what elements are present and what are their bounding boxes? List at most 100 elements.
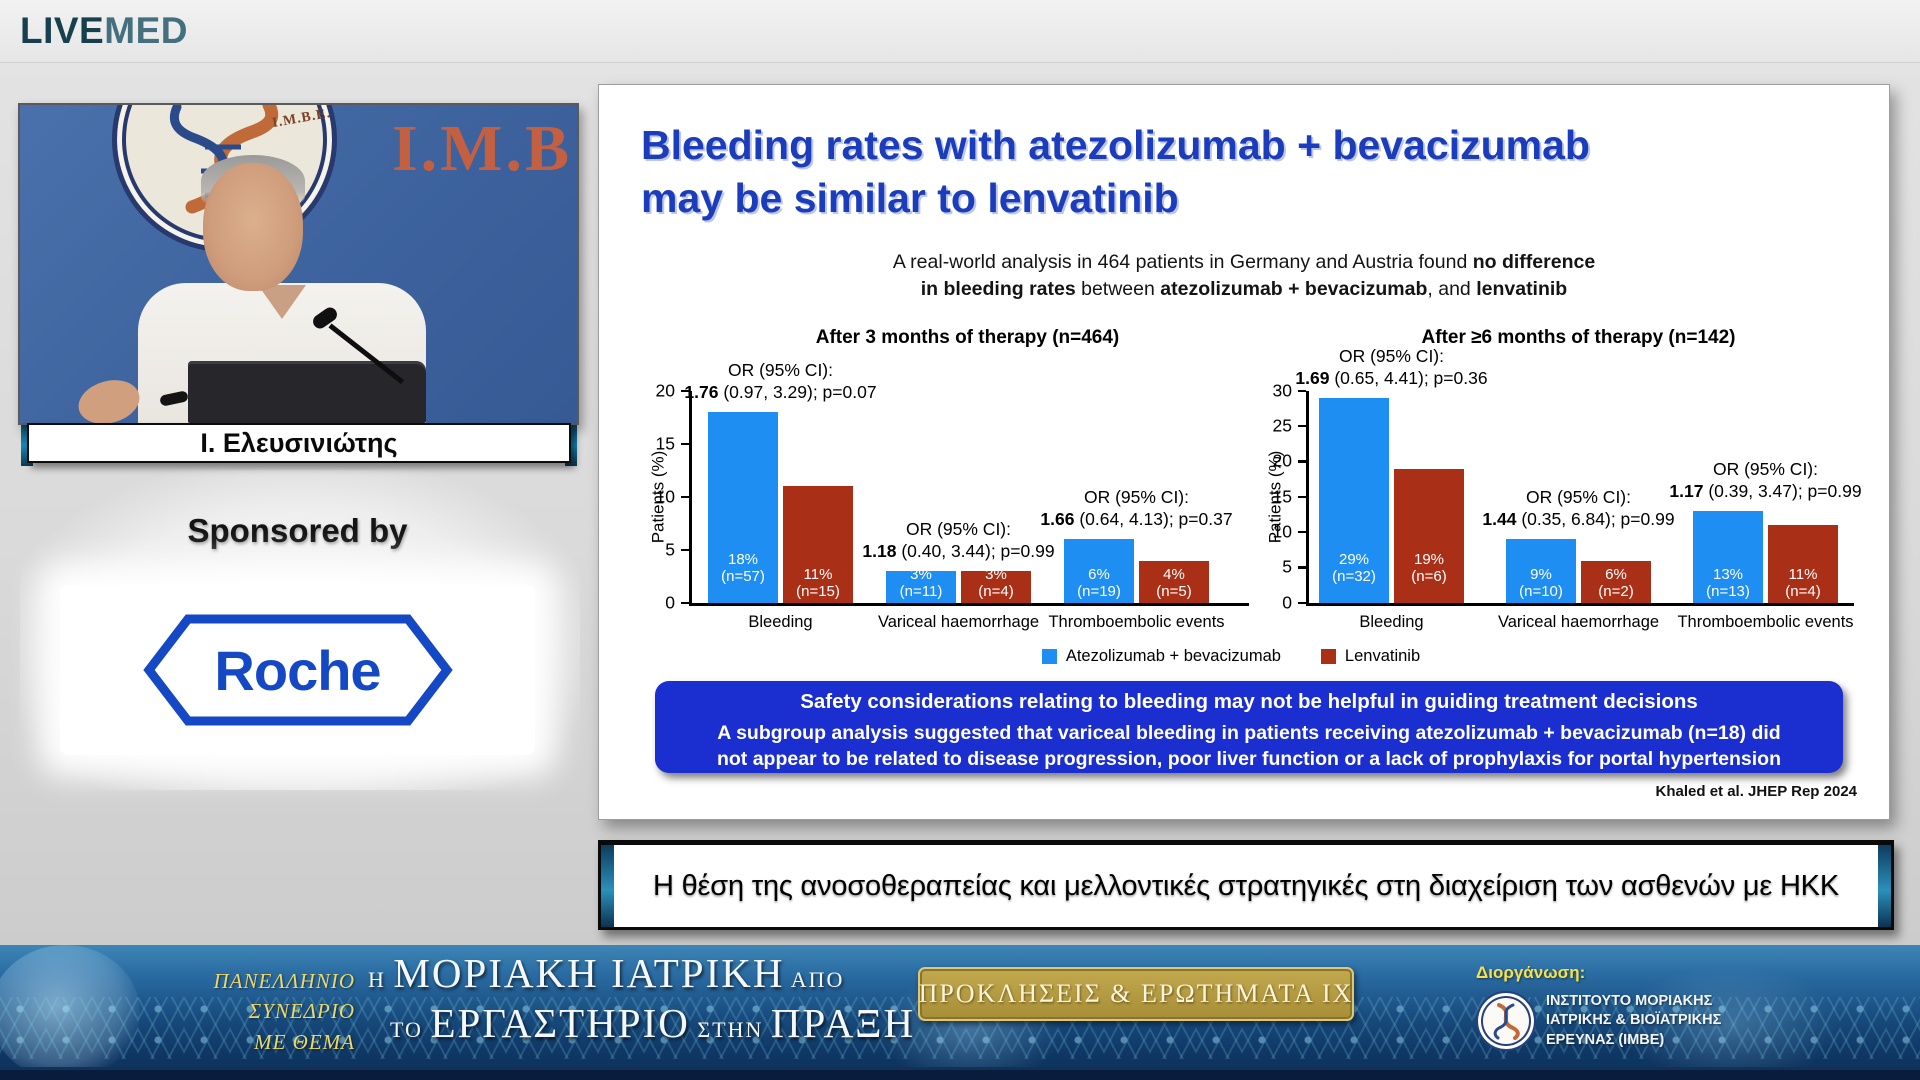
congress-title-segment: ΠΡΑΞΗ <box>770 1000 916 1046</box>
imbe-wall-text: I.M.B <box>392 112 572 185</box>
subtitle-segment-bold: no difference <box>1472 251 1596 273</box>
y-tick-label: 0 <box>1282 592 1292 613</box>
legend-swatch <box>1041 649 1057 664</box>
y-tick: 20 <box>656 380 689 400</box>
statue-decoration <box>1620 965 1840 1080</box>
y-tick: 0 <box>665 592 689 612</box>
bar-group: 6% (n=19) 4% (n=5) OR (95% CI): 1.66 (0.64, 4… <box>1040 487 1232 632</box>
bar-value-label: 3% (n=11) <box>899 565 943 600</box>
chart-legend: Atezolizumab + bevacizumab Lenvatinib <box>599 647 1889 666</box>
y-tick-label: 5 <box>1282 556 1292 577</box>
speaker-hand <box>73 373 145 423</box>
banner-line3-text: not appear to be related to disease prog… <box>716 747 1782 770</box>
speaker-head <box>203 163 303 291</box>
banner-line2-text: A subgroup analysis suggested that varic… <box>717 722 1781 744</box>
congress-title-segment: ΕΡΓΑΣΤΗΡΙΟ <box>430 1000 690 1046</box>
livemed-logo: LIVEMED <box>20 10 188 52</box>
session-title-bar: Η θέση της ανοσοθεραπείας και μελλοντικέ… <box>598 840 1894 930</box>
bar-value-label: 29% (n=32) <box>1332 550 1376 585</box>
bar-value-label: 11% (n=15) <box>796 565 840 600</box>
bar-atezolizumab-bevacizumab: 6% (n=19) <box>1064 539 1134 603</box>
imbe-footer-logo <box>1476 991 1536 1051</box>
y-tick: 15 <box>1273 486 1306 506</box>
bar-value-label: 6% (n=2) <box>1598 565 1634 600</box>
y-tick-label: 0 <box>665 592 675 613</box>
bar-atezolizumab-bevacizumab: 3% (n=11) <box>886 566 956 603</box>
organizer-block: Διοργάνωση: ΙΝΣΤΙΤΟΥΤΟ ΜΟΡΙΑΚΗΣ ΙΑΤΡΙΚΗΣ… <box>1476 963 1721 1051</box>
organizer-line: ΕΡΕΥΝΑΣ (ΙΜΒΕ) <box>1546 1031 1665 1048</box>
roche-wordmark: Roche <box>214 638 381 702</box>
congress-title: Η ΜΟΡΙΑΚΗ ΙΑΤΡΙΚΗ ΑΠΟ ΤΟ ΕΡΓΑΣΤΗΡΙΟ ΣΤΗΝ… <box>368 953 915 1044</box>
chart-plot-area: Patients (%) 0 5 10 15 20 18% (n=57) 11% (n=15) O… <box>648 360 1249 632</box>
congress-line: ΜΕ ΘΕΜΑ <box>254 1029 355 1054</box>
bar-lenvatinib: 11% (n=15) <box>783 486 853 603</box>
chart-6-months: After ≥6 months of therapy (n=142) Patie… <box>1251 327 1871 637</box>
bar-value-label: 4% (n=5) <box>1156 565 1192 600</box>
y-tick: 0 <box>1282 592 1306 612</box>
roche-logo: Roche <box>142 611 453 729</box>
subtitle-segment-bold: atezolizumab + bevacizumab <box>1160 278 1428 301</box>
slide-title-line2: may be similar to lenvatinib <box>641 175 1179 222</box>
category-label: Variceal haemorrhage <box>877 613 1040 631</box>
session-title: Η θέση της ανοσοθεραπείας και μελλοντικέ… <box>653 869 1839 902</box>
bar-atezolizumab-bevacizumab: 13% (n=13) <box>1693 511 1763 603</box>
y-tick-label: 5 <box>665 539 675 560</box>
bar-value-label: 11% (n=4) <box>1785 565 1821 600</box>
y-tick-label: 25 <box>1272 415 1292 436</box>
bar-atezolizumab-bevacizumab: 18% (n=57) <box>708 412 778 603</box>
y-tick-label: 10 <box>1272 521 1292 542</box>
or-annotation: OR (95% CI): 1.69 (0.65, 4.41); p=0.36 <box>1295 345 1488 389</box>
bar-value-label: 19% (n=6) <box>1411 550 1447 585</box>
livemed-logo-med: MED <box>104 10 188 51</box>
legend-label: Lenvatinib <box>1344 647 1421 665</box>
sponsored-by-label: Sponsored by <box>187 512 408 549</box>
y-tick: 30 <box>1273 380 1306 400</box>
bar-lenvatinib: 19% (n=6) <box>1394 469 1464 603</box>
y-tick: 25 <box>1273 416 1306 436</box>
bar-value-label: 6% (n=19) <box>1077 565 1121 600</box>
chart-title: After 3 months of therapy (n=464) <box>815 327 1120 348</box>
legend-label: Atezolizumab + bevacizumab <box>1065 647 1281 665</box>
organizer-line: ΙΝΣΤΙΤΟΥΤΟ ΜΟΡΙΑΚΗΣ <box>1546 992 1713 1009</box>
bar-lenvatinib: 11% (n=4) <box>1768 525 1838 603</box>
bar-lenvatinib: 4% (n=5) <box>1139 561 1209 603</box>
chart-plot-area: Patients (%) 0 5 10 15 20 25 30 29% (n=32) 19% (n=… <box>1265 346 1861 632</box>
category-label: Bleeding <box>748 613 813 631</box>
legend-swatch <box>1320 649 1336 664</box>
y-tick-label: 20 <box>655 380 675 401</box>
top-bar: LIVEMED <box>0 0 1920 63</box>
bar-value-label: 9% (n=10) <box>1519 565 1563 600</box>
or-annotation: OR (95% CI): 1.66 (0.64, 4.13); p=0.37 <box>1040 486 1233 530</box>
congress-theme-badge: ΠΡΟΚΛΗΣΕΙΣ & ΕΡΩΤΗΜΑΤΑ ΙΧ <box>918 967 1354 1021</box>
subtitle-segment: , and <box>1427 278 1477 301</box>
or-annotation: OR (95% CI): 1.17 (0.39, 3.47); p=0.99 <box>1669 458 1862 502</box>
y-tick: 10 <box>656 486 689 506</box>
speaker-video-panel[interactable]: I.M.B.E. I.M.B <box>18 103 579 425</box>
or-annotation: OR (95% CI): 1.44 (0.35, 6.84); p=0.99 <box>1482 486 1675 530</box>
roche-hexagon-icon <box>142 614 453 726</box>
category-label: Thromboembolic events <box>1048 613 1225 631</box>
category-label: Thromboembolic events <box>1677 613 1854 631</box>
y-tick-label: 30 <box>1272 380 1292 401</box>
citation: Khaled et al. JHEP Rep 2024 <box>1655 783 1857 800</box>
congress-title-segment: ΑΠΟ <box>784 967 845 992</box>
congress-title-segment: ΣΤΗΝ <box>689 1017 771 1042</box>
slide-title: Bleeding rates with atezolizumab + bevac… <box>641 119 1590 226</box>
y-tick-label: 15 <box>655 433 675 454</box>
slide-subtitle: A real-world analysis in 464 patients in… <box>599 249 1889 304</box>
or-annotation: OR (95% CI): 1.76 (0.97, 3.29); p=0.07 <box>684 359 877 403</box>
organizer-line: ΙΑΤΡΙΚΗΣ & ΒΙΟΪΑΤΡΙΚΗΣ <box>1546 1012 1722 1029</box>
category-label: Bleeding <box>1359 613 1424 631</box>
statue-decoration <box>0 945 140 1080</box>
subtitle-segment: A real-world analysis in 464 patients in… <box>892 251 1473 273</box>
congress-title-segment: Η <box>368 967 394 992</box>
bar-group: 13% (n=13) 11% (n=4) OR (95% CI): 1.17 (0.39,… <box>1669 459 1861 632</box>
congress-type-label: ΠΑΝΕΛΛΗΝΙΟ ΣΥΝΕΔΡΙΟ ΜΕ ΘΕΜΑ <box>150 966 355 1057</box>
speaker-name: Ι. Ελευσινιώτης <box>200 427 398 458</box>
subtitle-segment: between <box>1075 278 1161 301</box>
organizer-name: ΙΝΣΤΙΤΟΥΤΟ ΜΟΡΙΑΚΗΣ ΙΑΤΡΙΚΗΣ & ΒΙΟΪΑΤΡΙΚ… <box>1546 992 1721 1051</box>
y-tick: 5 <box>1282 557 1306 577</box>
bar-atezolizumab-bevacizumab: 9% (n=10) <box>1506 539 1576 603</box>
organizer-label: Διοργάνωση: <box>1476 963 1586 982</box>
slide-title-line1: Bleeding rates with atezolizumab + bevac… <box>641 122 1590 168</box>
